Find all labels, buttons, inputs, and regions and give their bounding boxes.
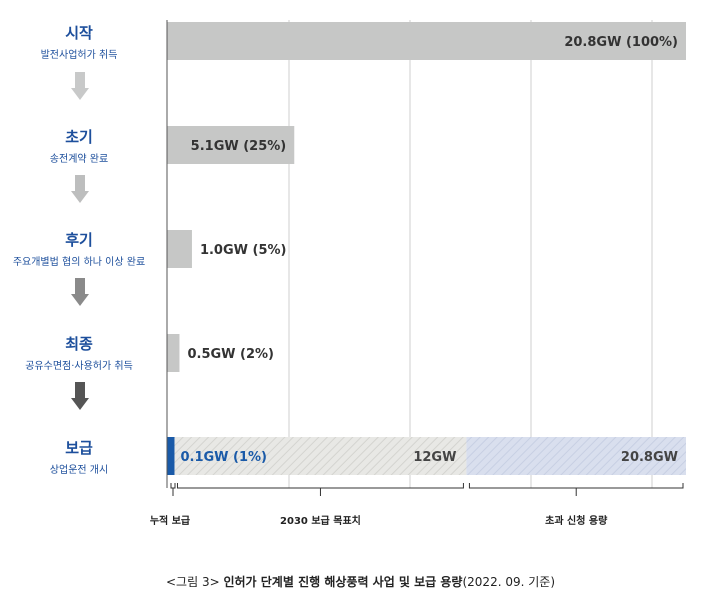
caption-prefix: <그림 3> (166, 575, 224, 589)
deployment-brackets: 누적 보급 2030 보급 목표치 초과 신청 용량 (150, 483, 684, 527)
bracket-0 (170, 483, 176, 489)
bar-3 (167, 334, 180, 372)
bar-0 (167, 22, 686, 60)
down-arrow-icon (71, 278, 89, 306)
figure-caption: <그림 3> 인허가 단계별 진행 해상풍력 사업 및 보급 용량(2022. … (0, 573, 721, 590)
bar-label-1: 5.1GW (25%) (191, 139, 287, 154)
stage-title-late: 후기 (65, 231, 93, 249)
deploy-segment-2 (466, 437, 686, 475)
bracket-1 (176, 483, 464, 489)
stage-title-deploy: 보급 (65, 439, 93, 457)
bracket-label-2: 초과 신청 용량 (545, 514, 608, 527)
bar-2 (167, 230, 192, 268)
stage-title-early: 초기 (65, 128, 93, 146)
caption-date: (2022. 09. 기준) (462, 575, 555, 589)
stage-subtitle-final: 공유수면점·사용허가 취득 (25, 361, 133, 372)
stage-subtitle-early: 송전계약 완료 (49, 154, 109, 165)
deploy-segment-0 (167, 437, 175, 475)
bracket-label-1: 2030 보급 목표치 (280, 514, 361, 527)
bar-label-0: 20.8GW (100%) (564, 35, 678, 50)
stage-subtitle-start: 발전사업허가 취득 (40, 50, 118, 61)
stage-capacity-chart: 20.8GW (100%) 5.1GW (25%) 1.0GW (5%) 0.5GW … (150, 20, 686, 527)
deploy-label-2: 20.8GW (621, 450, 678, 465)
chart-gridlines (288, 20, 653, 488)
bar-label-2: 1.0GW (5%) (200, 243, 287, 258)
stage-subtitle-late: 주요개별법 협의 하나 이상 완료 (12, 257, 146, 268)
deploy-label-0: 0.1GW (1%) (180, 450, 267, 465)
down-arrow-icon (71, 382, 89, 410)
deploy-label-1: 12GW (413, 450, 456, 465)
caption-title: 인허가 단계별 진행 해상풍력 사업 및 보급 용량 (223, 575, 463, 589)
down-arrow-icon (71, 72, 89, 100)
stage-subtitle-deploy: 상업운전 개시 (49, 465, 109, 476)
deploy-segment-1 (174, 437, 467, 475)
stage-title-final: 최종 (65, 335, 93, 353)
stage-title-start: 시작 (65, 24, 93, 42)
bracket-label-0: 누적 보급 (150, 514, 190, 527)
bracket-2 (468, 483, 684, 489)
bar-label-3: 0.5GW (2%) (187, 347, 274, 362)
chart-bars: 20.8GW (100%) 5.1GW (25%) 1.0GW (5%) 0.5GW … (167, 22, 686, 475)
bar-1 (167, 126, 295, 164)
down-arrow-icon (71, 175, 89, 203)
